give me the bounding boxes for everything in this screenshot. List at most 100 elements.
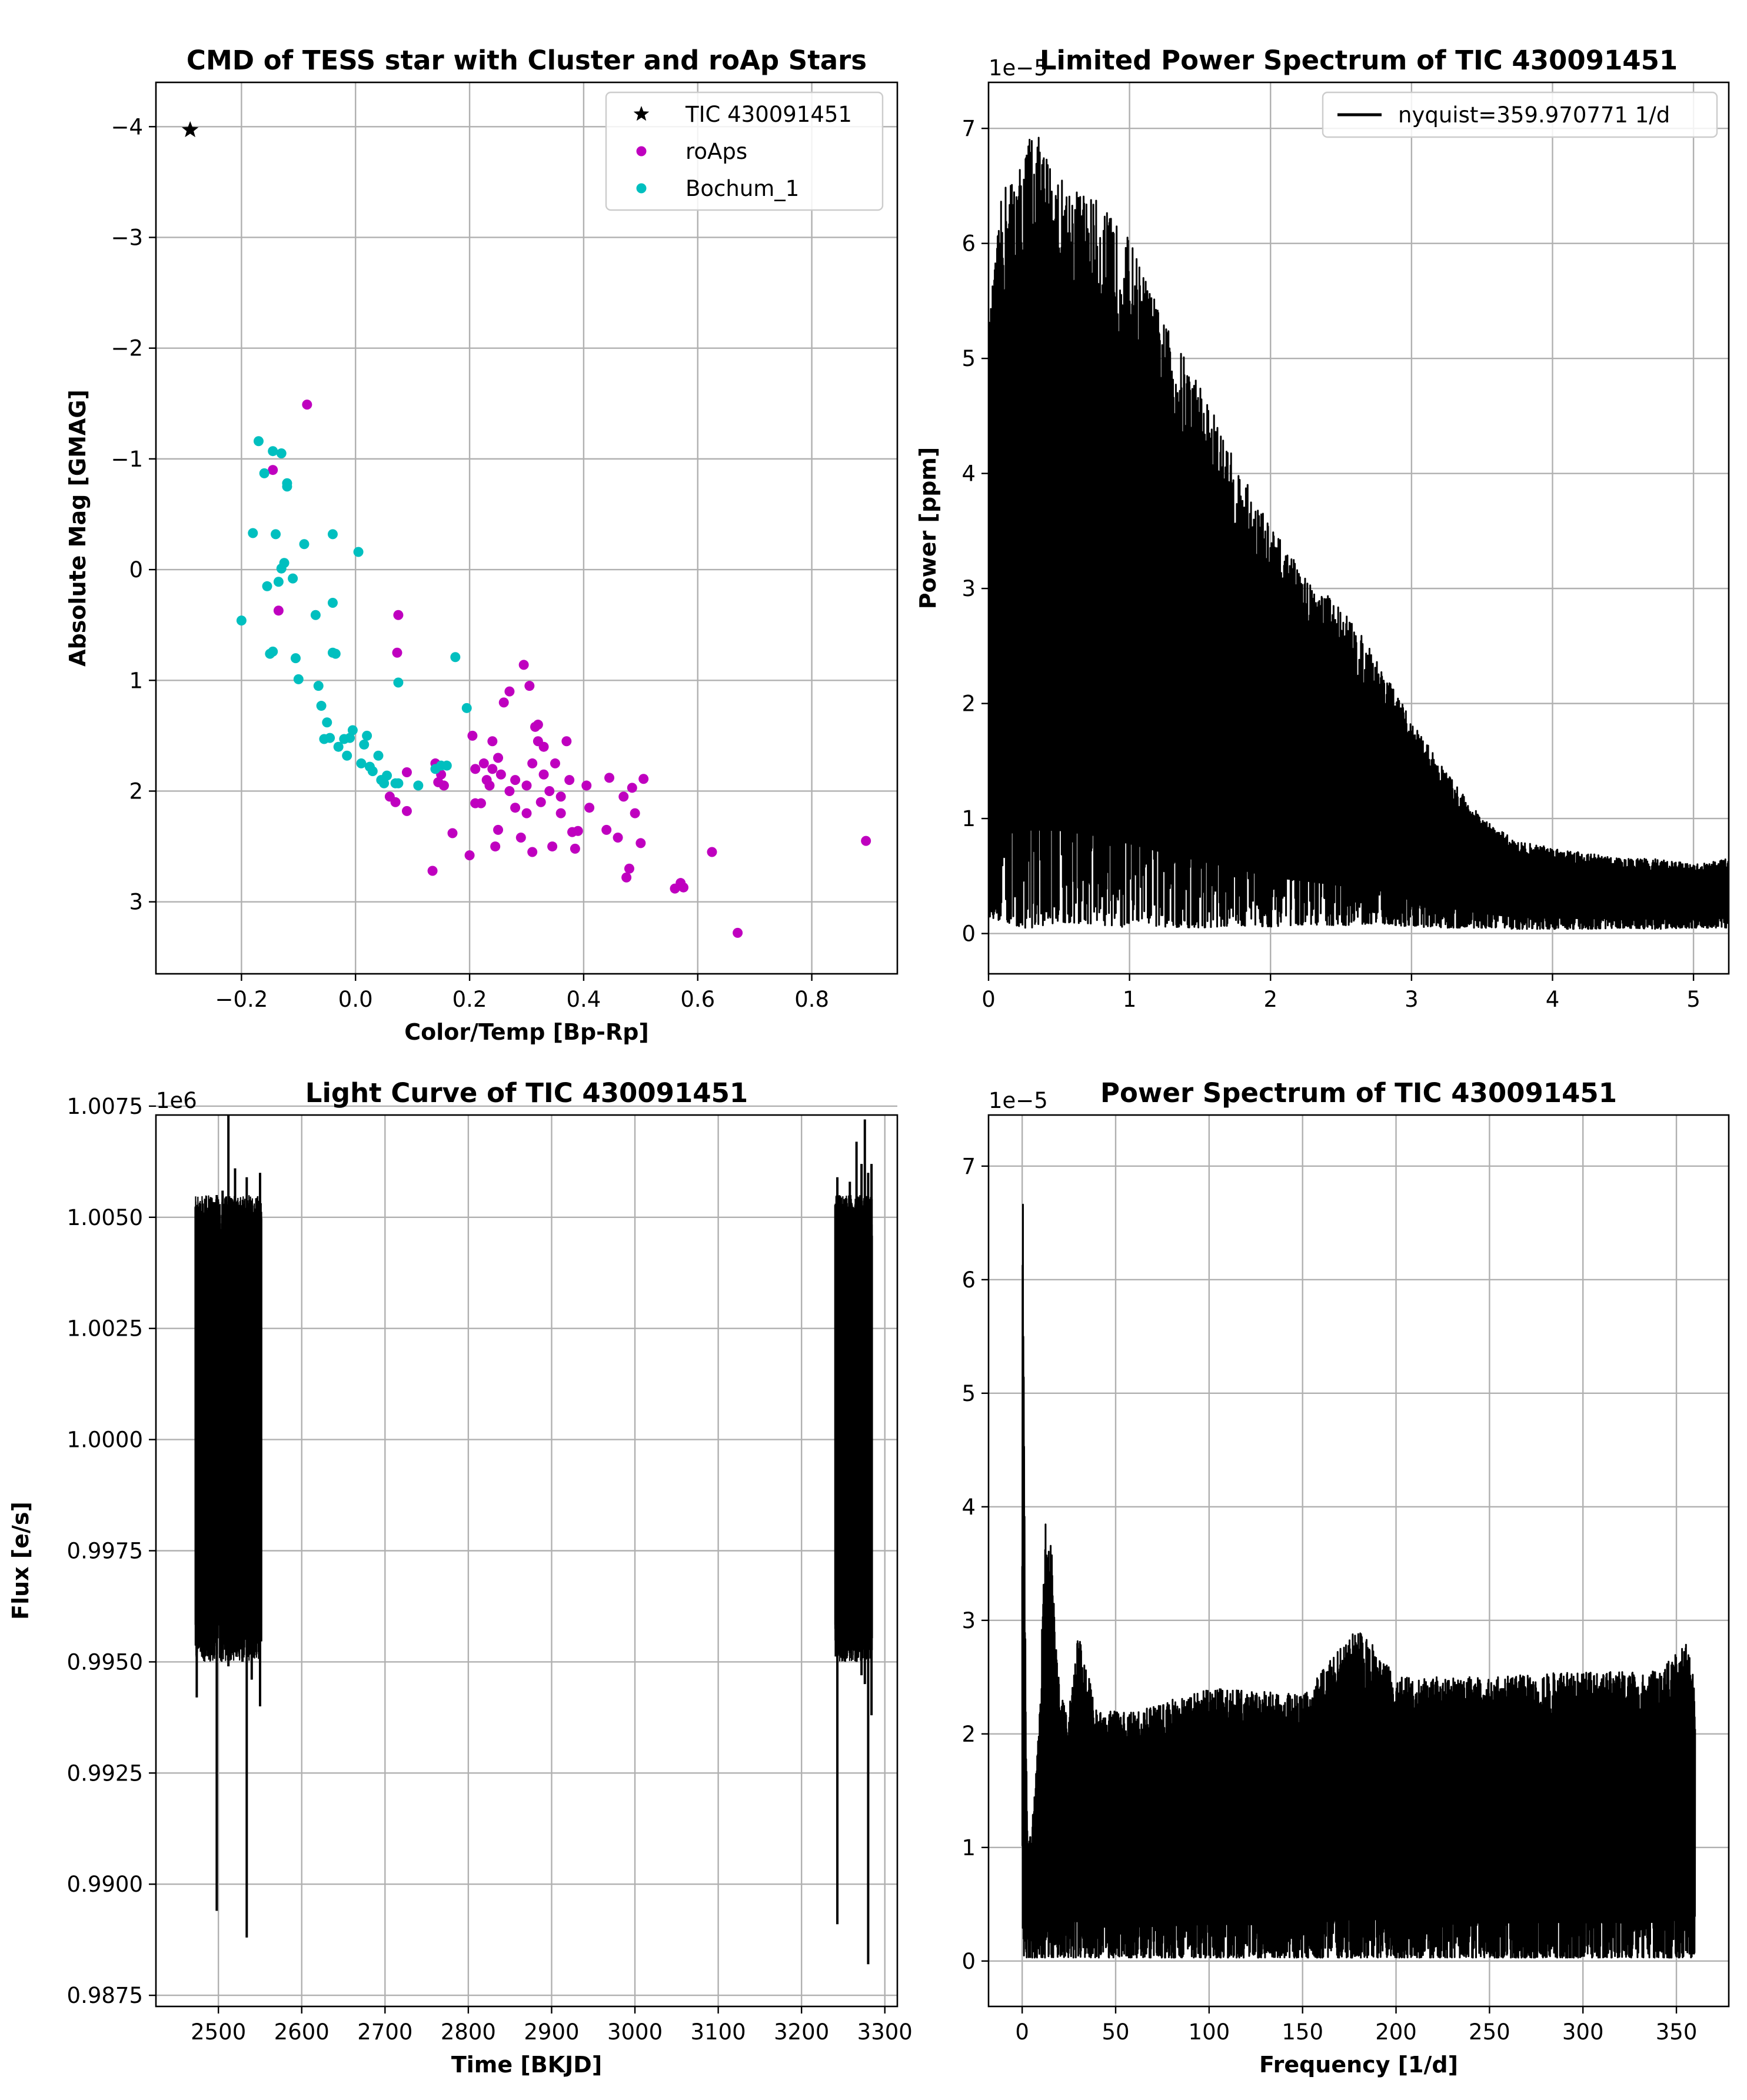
y-tick-label: 6 — [961, 1267, 976, 1293]
scatter-point — [510, 803, 521, 813]
scatter-point — [299, 539, 310, 550]
scatter-point — [390, 797, 401, 807]
scatter-point — [624, 863, 634, 874]
light-curve-series — [194, 1115, 873, 1965]
scatter-point — [524, 681, 535, 691]
scatter-point — [271, 529, 281, 540]
scatter-point — [268, 646, 278, 657]
scatter-point — [427, 866, 438, 876]
y-tick-label: 1 — [961, 806, 976, 831]
spectrum-series — [989, 137, 1729, 930]
scatter-point — [310, 610, 321, 620]
x-tick-label: 250 — [1469, 2019, 1510, 2045]
x-tick-label: 4 — [1546, 987, 1560, 1012]
x-tick-label: 2800 — [441, 2019, 496, 2045]
y-tick-label: 3 — [961, 1608, 976, 1633]
scatter-point — [322, 717, 332, 728]
scatter-point — [515, 833, 526, 843]
scatter-point — [678, 882, 689, 893]
scatter-point — [630, 808, 640, 818]
y-tick-label: 0.9925 — [67, 1760, 143, 1786]
x-tick-label: 2500 — [191, 2019, 246, 2045]
scatter-point — [464, 850, 475, 861]
scatter-point — [493, 824, 504, 835]
cmd-panel: −0.2 0.0 0.2 0.4 0.6 0.8 −4 −3 −2 −1 0 1 2 3 CMD of TE… — [65, 45, 899, 1045]
y-tick-label: 0.9875 — [67, 1983, 143, 2008]
scatter-point — [581, 780, 592, 791]
scatter-point — [342, 750, 352, 761]
scatter-point-star — [181, 121, 199, 138]
y-tick-label: −4 — [111, 114, 143, 139]
scatter-point — [259, 468, 269, 478]
y-tick-label: 1.0050 — [67, 1205, 143, 1230]
y-axis-label: Absolute Mag [GMAG] — [65, 390, 91, 667]
y-tick-label: 5 — [961, 1381, 976, 1406]
scatter-point — [447, 828, 458, 838]
spectrum-line — [1021, 1203, 1696, 1959]
legend-marker — [636, 146, 647, 157]
scatter-point — [273, 577, 284, 587]
axes-frame — [155, 81, 899, 975]
axes-frame — [155, 1114, 899, 2008]
y-tick-label: 0.9950 — [67, 1649, 143, 1675]
y-tick-label: 4 — [961, 1495, 976, 1520]
scatter-point — [373, 750, 384, 761]
scatter-point — [467, 730, 478, 741]
scatter-point — [518, 660, 529, 670]
y-scale-offset-label: 1e−5 — [989, 1088, 1048, 1113]
scatter-point — [547, 841, 558, 852]
flux-line — [834, 1195, 873, 1662]
scatter-point — [484, 780, 495, 791]
x-tick-label: 3300 — [857, 2019, 913, 2045]
y-tick-label: 0 — [961, 1949, 976, 1974]
scatter-point — [733, 927, 743, 938]
scatter-point — [248, 528, 258, 538]
scatter-point — [618, 791, 629, 802]
scatter-point — [268, 446, 278, 457]
x-tick-label: 200 — [1375, 2019, 1417, 2045]
scatter-point — [441, 760, 452, 771]
y-tick-label: 6 — [961, 231, 976, 257]
scatter-point — [604, 773, 615, 783]
x-tick-label: 1 — [1123, 987, 1137, 1012]
y-tick-label: −2 — [111, 336, 143, 361]
scatter-point — [544, 786, 555, 796]
x-tick-label: 2900 — [524, 2019, 579, 2045]
scatter-point — [538, 769, 549, 780]
x-tick-label: 0.0 — [338, 987, 373, 1012]
scatter-point — [313, 681, 324, 691]
x-tick-label: 3100 — [691, 2019, 746, 2045]
y-tick-label: 3 — [129, 890, 143, 915]
scatter-point — [635, 838, 646, 848]
y-tick-label: 2 — [961, 1722, 976, 1747]
scatter-point — [570, 843, 580, 854]
y-tick-label: 1.0075 — [67, 1094, 143, 1119]
scatter-point — [401, 806, 412, 816]
x-axis-label: Time [BKJD] — [451, 2052, 602, 2078]
x-tick-label: 300 — [1562, 2019, 1604, 2045]
scatter-point — [413, 780, 424, 791]
x-tick-label: 3000 — [607, 2019, 663, 2045]
legend-box — [605, 91, 884, 211]
scatter-point — [535, 797, 546, 807]
scatter-point — [461, 703, 472, 713]
x-axis-label: Frequency [1/d] — [1259, 2052, 1458, 2078]
scatter-point — [333, 741, 344, 752]
scatter-point — [288, 573, 298, 584]
power-spectrum-panel: 0 50 100 150 200 250 300 350 0 1 2 3 4 5 6 7 Power Spect… — [961, 1077, 1730, 2078]
y-tick-label: −3 — [111, 225, 143, 250]
limited-power-spectrum-panel: 0 1 2 3 4 5 0 1 2 3 4 5 6 7 Limited Power Spectrum of … — [915, 45, 1730, 1012]
scatter-point — [276, 448, 287, 458]
scatter-point — [356, 758, 367, 768]
scatter-point — [613, 833, 623, 843]
x-tick-label: 0 — [1015, 2019, 1029, 2045]
scatter-point — [379, 778, 390, 788]
y-tick-label: 0.9975 — [67, 1538, 143, 1563]
scatter-point — [236, 615, 247, 626]
x-tick-label: 5 — [1686, 987, 1701, 1012]
scatter-point — [353, 547, 364, 557]
legend: nyquist=359.970771 1/d — [1322, 91, 1718, 138]
scatter-point — [330, 648, 341, 659]
scatter-point — [584, 803, 595, 813]
